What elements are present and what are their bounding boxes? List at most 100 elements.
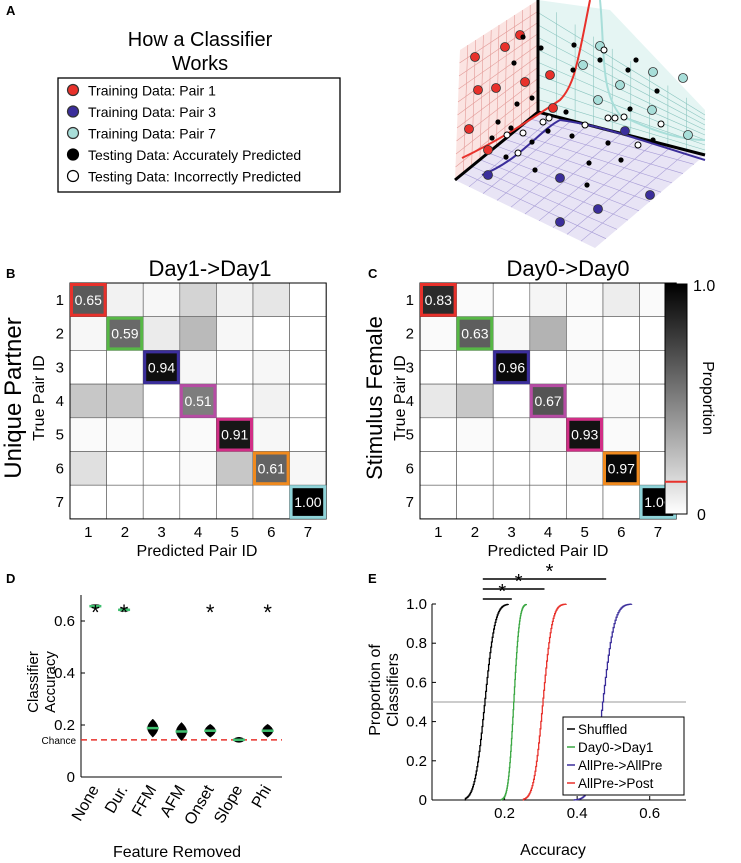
training-dot-pair3 [645, 190, 655, 200]
y-tick-label: 6 [406, 460, 414, 477]
x-tick-label: 4 [194, 524, 202, 541]
testing-dot-correct [511, 60, 517, 66]
training-dot-pair7 [648, 67, 658, 77]
cube-grid-line [537, 99, 706, 151]
x-tick-label: 5 [231, 524, 239, 541]
heatmap-cell [289, 451, 327, 486]
cube-grid-line [521, 9, 523, 126]
diagonal-value-label: 0.93 [571, 427, 598, 443]
diagonal-value-label: 0.65 [75, 292, 102, 308]
heatmap-cell [252, 282, 290, 318]
diagonal-outline [253, 451, 290, 486]
boundary-pair7 [599, 0, 706, 141]
significance-star: * [91, 600, 100, 625]
cube-grid-line [521, 125, 684, 174]
heatmap-cell [106, 451, 144, 486]
y-tick-label: 1 [56, 292, 64, 309]
heatmap-cell [492, 316, 531, 351]
cube-grid-line [537, 61, 706, 136]
heatmap-cell [106, 383, 144, 419]
diagonal-value-label: 0.51 [184, 393, 211, 409]
violin-ylabel-line2: Accuracy [42, 651, 59, 713]
x-tick-label: 7 [304, 524, 312, 541]
heatmap-cell [602, 383, 640, 419]
heatmap-cell [456, 451, 494, 486]
testing-dot-incorrect [519, 129, 527, 137]
cdf-line [573, 603, 633, 801]
heatmap-cell [252, 350, 290, 385]
diagonal-value-label: 1.00 [294, 494, 321, 510]
y-tick-label: 0.4 [54, 665, 75, 682]
legend-marker-1 [66, 105, 80, 118]
colorbar: 1.0 0 Proportion [664, 278, 716, 524]
diagonal-value-label: 0.97 [608, 460, 635, 476]
heatmap-cell [529, 316, 567, 351]
testing-dot-correct [618, 157, 624, 163]
heatmap-cell [492, 350, 531, 385]
training-dot-pair3 [555, 217, 565, 227]
x-tick-label: 1 [434, 524, 442, 541]
legend-label-4: Testing Data: Incorrectly Predicted [88, 169, 301, 185]
heatmap-xlabel-b: Predicted Pair ID [137, 543, 258, 560]
cube-bottom-face [455, 112, 705, 248]
training-dot-pair3 [620, 126, 630, 136]
testing-dot-correct [520, 34, 526, 40]
heatmap-b: 0.65 1 1 0.59 2 2 0.94 3 3 0.51 4 4 0.91 5 5 0.61 6 6 1.00… [56, 282, 327, 541]
panel-label-a: A [6, 3, 16, 18]
cdf-line [500, 603, 527, 801]
diagonal-value-label: 0.59 [111, 326, 138, 342]
heatmap-cell [216, 484, 254, 520]
heatmap-cell [142, 282, 181, 318]
testing-dot-correct [545, 128, 551, 134]
y-tick-label: 1.0 [406, 596, 427, 613]
heatmap-cell [106, 350, 144, 385]
colorbar-gradient [664, 283, 688, 515]
y-tick-label: 2 [406, 326, 414, 343]
schematic-legend: Training Data: Pair 1 Training Data: Pair… [57, 77, 341, 193]
legend-marker-2 [66, 126, 80, 140]
legend-label-3: Testing Data: Accurately Predicted [88, 147, 301, 163]
training-dot-pair1 [470, 52, 480, 62]
heatmap-cell [419, 484, 457, 520]
testing-dot-correct [650, 137, 656, 143]
diagonal-outline [179, 384, 217, 418]
training-dot-pair1 [520, 77, 530, 87]
heatmap-cell [252, 451, 290, 486]
y-tick-label: 0.2 [54, 717, 75, 734]
diagonal-value-label: 0.83 [425, 292, 452, 308]
heatmap-title-c: Day0->Day0 [507, 256, 630, 281]
diagonal-value-label: 0.67 [534, 393, 561, 409]
y-tick-label: 0 [67, 769, 75, 786]
boundary-pair1 [461, 0, 591, 159]
y-tick-label: 0.8 [406, 635, 427, 652]
diagonal-value-label: 0.96 [498, 359, 525, 375]
heatmap-cell [529, 350, 567, 385]
y-tick-label: 5 [56, 427, 64, 444]
heatmap-cell [106, 417, 144, 452]
heatmap-cell [419, 282, 457, 318]
testing-dot-incorrect [581, 121, 589, 129]
diagonal-outline [529, 384, 567, 418]
legend-label-2: Training Data: Pair 7 [88, 126, 216, 142]
testing-dot-incorrect [604, 114, 612, 122]
y-tick-label: 3 [56, 359, 64, 376]
heatmap-cell [419, 316, 457, 351]
panel-label-e: E [368, 571, 377, 586]
x-tick-label: 0.2 [494, 805, 515, 822]
x-tick-label: 6 [617, 524, 625, 541]
testing-dot-correct [508, 125, 514, 131]
heatmap-cell [179, 316, 217, 351]
testing-dot-correct [529, 95, 535, 101]
y-tick-label: 0 [419, 792, 427, 809]
heatmap-cell [529, 417, 567, 452]
cdf-ylabel-line2: Classifiers [385, 653, 402, 727]
heatmap-cell [566, 451, 604, 486]
schematic-title: How a Classifier Works [128, 29, 273, 75]
testing-dot-incorrect [600, 46, 608, 54]
heatmap-cell [216, 451, 254, 486]
y-tick-label: 4 [56, 393, 64, 410]
testing-dot-incorrect [503, 131, 511, 139]
heatmap-cell [566, 282, 604, 318]
heatmap-cell [419, 350, 457, 385]
heatmap-cell [142, 316, 181, 351]
